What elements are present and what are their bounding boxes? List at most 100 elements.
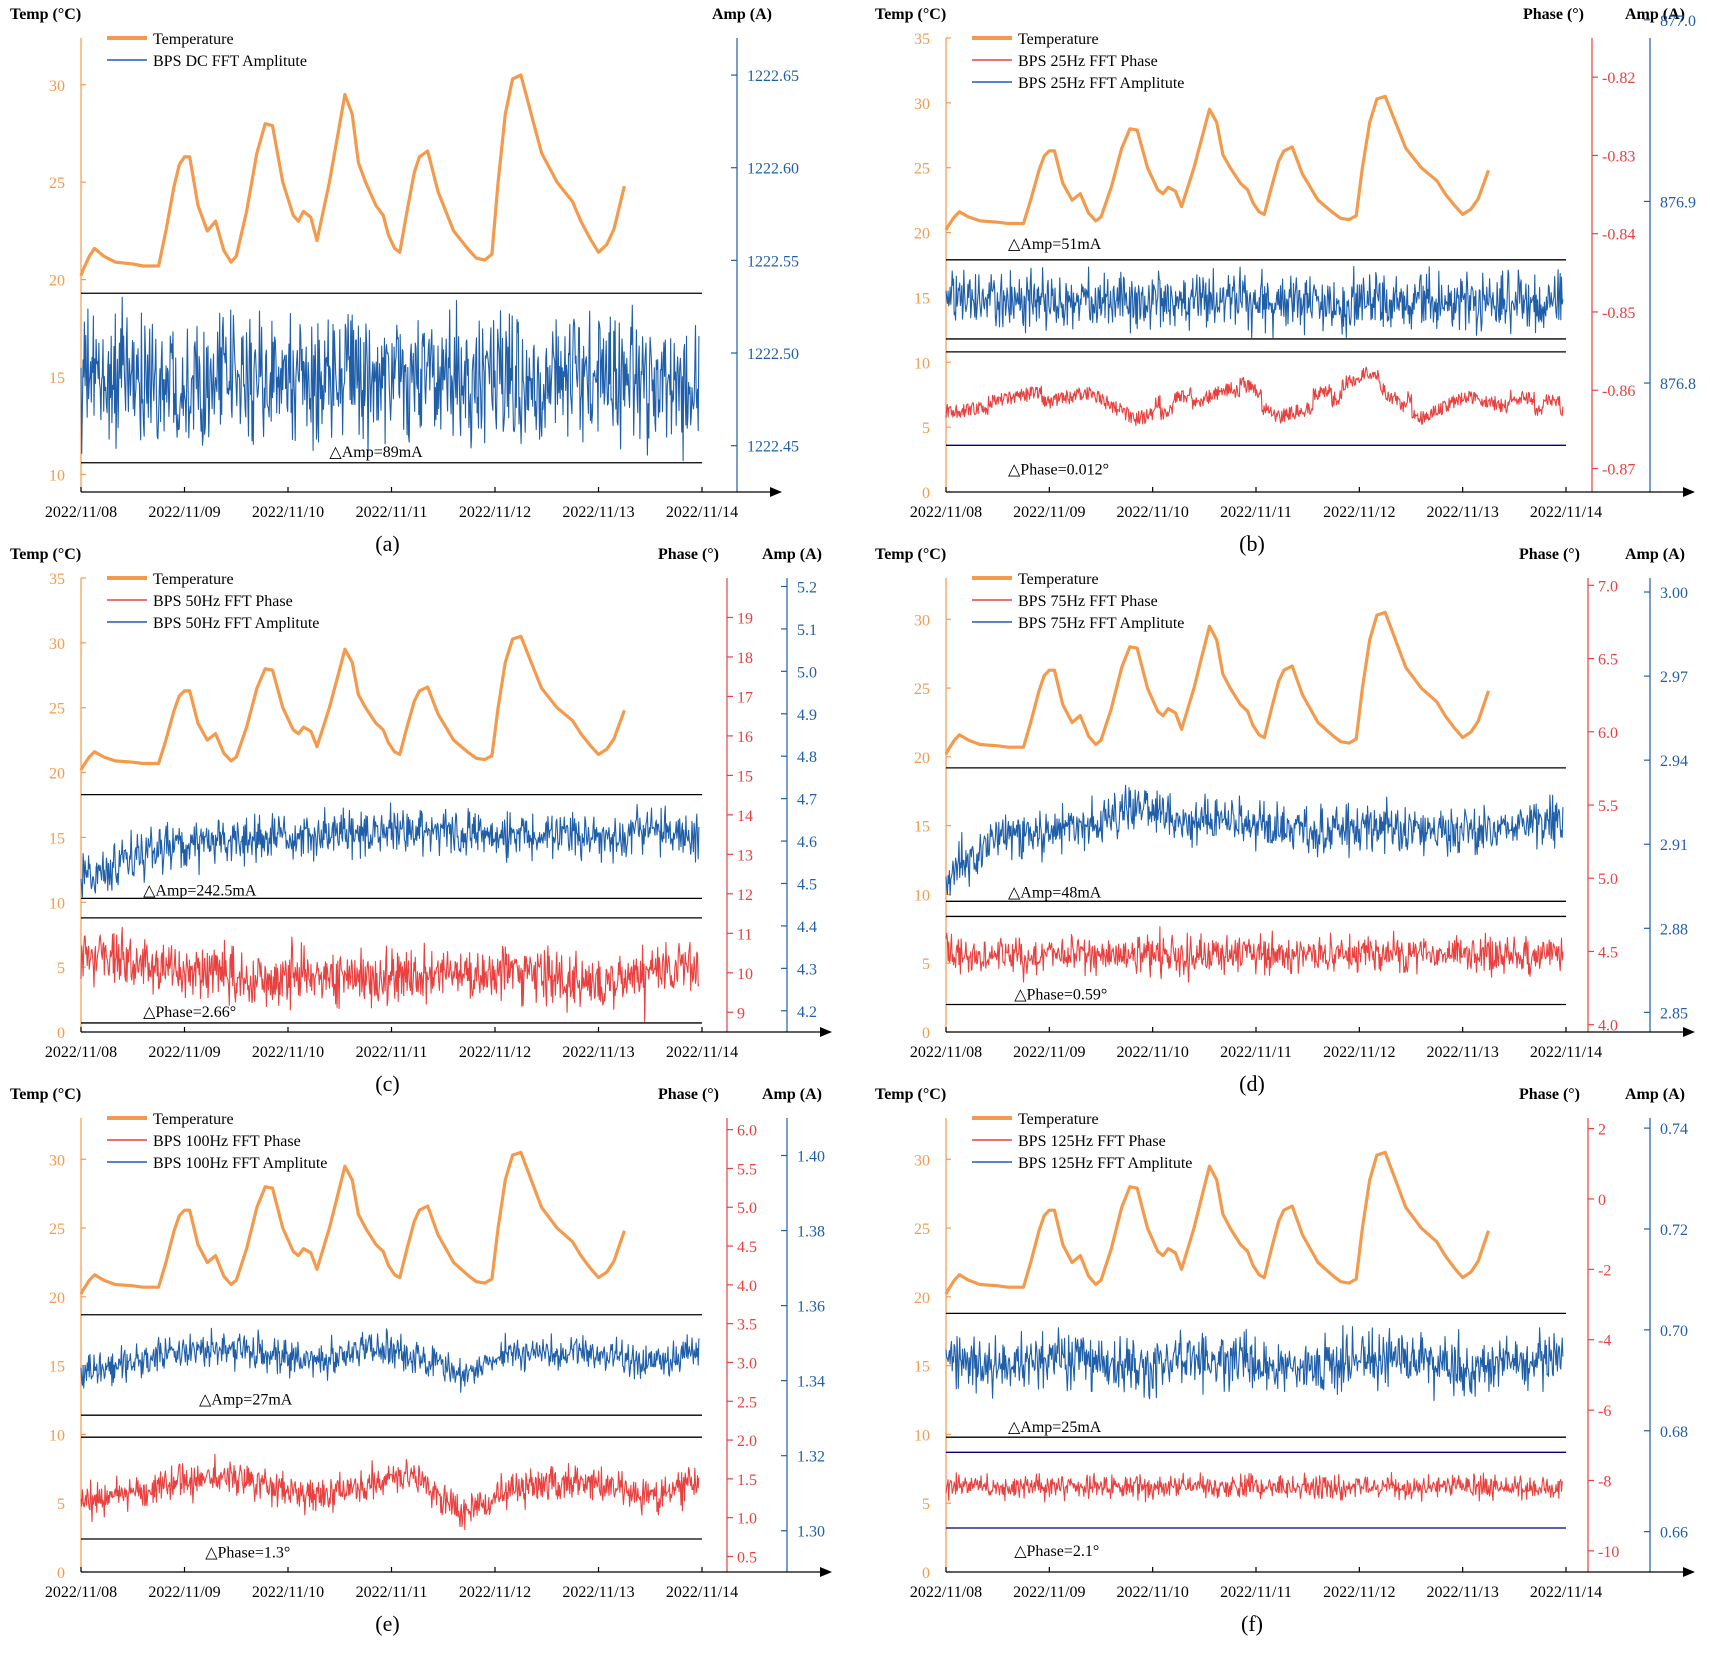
phase-tick-label: 9: [737, 1005, 745, 1022]
phase-tick-label: 1.0: [737, 1511, 757, 1528]
x-tick-label: 2022/11/11: [356, 504, 428, 521]
phase-axis-title: Phase (°): [1519, 546, 1580, 563]
amp-axis-title: Amp (A): [712, 6, 772, 23]
x-tick-label: 2022/11/08: [45, 504, 117, 521]
x-tick-label: 2022/11/09: [1013, 1584, 1085, 1601]
x-tick-label: 2022/11/13: [562, 504, 634, 521]
x-tick-label: 2022/11/10: [252, 1584, 324, 1601]
panel-caption: (d): [1239, 1071, 1265, 1096]
legend-label: BPS DC FFT Amplitute: [153, 53, 307, 70]
phase-tick-label: -0.85: [1602, 305, 1635, 322]
temp-tick-label: 15: [914, 290, 930, 307]
temp-tick-label: 25: [49, 1221, 65, 1238]
temp-tick-label: 10: [49, 895, 65, 912]
x-tick-label: 2022/11/09: [1013, 1044, 1085, 1061]
temp-tick-label: 20: [914, 750, 930, 767]
phase-tick-label: 4.5: [1598, 944, 1618, 961]
phase-tick-label: 6.0: [737, 1123, 757, 1140]
amp-tick-label: 876.9: [1660, 194, 1696, 211]
phase-tick-label: -10: [1598, 1544, 1619, 1561]
x-tick-label: 2022/11/11: [1220, 1584, 1292, 1601]
x-axis-arrow: [1683, 1567, 1695, 1577]
phase-band-series-line: [945, 926, 1564, 983]
phase-tick-label: 3.0: [737, 1355, 757, 1372]
amp-band-group: [945, 767, 1566, 902]
amp-tick-label: 1222.60: [747, 161, 799, 178]
x-tick-label: 2022/11/14: [1530, 1044, 1602, 1061]
phase-tick-label: 7.0: [1598, 578, 1618, 595]
legend-label: Temperature: [153, 571, 234, 588]
phase-tick-label: 12: [737, 887, 753, 904]
temp-axis-title: Temp (°C): [875, 546, 946, 563]
amp-tick-label: 876.8: [1660, 376, 1696, 393]
x-tick-label: 2022/11/14: [666, 504, 738, 521]
amp-tick-label: 4.4: [797, 919, 817, 936]
panel-caption: (a): [375, 531, 399, 556]
temp-tick-label: 5: [922, 956, 930, 973]
phase-tick-label: 1.5: [737, 1472, 757, 1489]
temperature-series-line: [79, 1150, 626, 1295]
legend-label: BPS 100Hz FFT Phase: [153, 1133, 301, 1150]
phase-tick-label: -0.83: [1602, 148, 1635, 165]
legend-label: BPS 25Hz FFT Amplitute: [1018, 75, 1184, 92]
temp-tick-label: 20: [49, 273, 65, 290]
temp-tick-label: 15: [49, 1359, 65, 1376]
amp-tick-label: 5.0: [797, 664, 817, 681]
amp-band-group: [80, 1314, 702, 1416]
amp-tick-label: 3.00: [1660, 585, 1688, 602]
temp-tick-label: 0: [922, 485, 930, 502]
phase-tick-label: -0.84: [1602, 227, 1635, 244]
legend-label: BPS 25Hz FFT Phase: [1018, 53, 1158, 70]
temp-axis-title: Temp (°C): [875, 6, 946, 23]
panel-caption: (b): [1239, 531, 1265, 556]
chart-panel-f: Temp (°C) Phase (°) Amp (A)051015202530-10…: [875, 1086, 1695, 1636]
temp-tick-label: 5: [922, 420, 930, 437]
amp-tick-label: 2.94: [1660, 753, 1688, 770]
x-tick-label: 2022/11/14: [1530, 504, 1602, 521]
temp-tick-label: 35: [49, 571, 65, 588]
amp-axis-title: Amp (A): [1625, 1086, 1685, 1103]
legend-label: BPS 75Hz FFT Phase: [1018, 593, 1158, 610]
x-tick-label: 2022/11/09: [1013, 504, 1085, 521]
amp-tick-label: 5.1: [797, 622, 817, 639]
temperature-series-line: [79, 73, 626, 277]
phase-tick-label: -0.87: [1602, 462, 1635, 479]
x-tick-label: 2022/11/08: [45, 1044, 117, 1061]
x-tick-label: 2022/11/10: [252, 1044, 324, 1061]
legend-label: Temperature: [1018, 571, 1099, 588]
amp-tick-label: 877.0: [1660, 13, 1696, 30]
x-axis-arrow: [820, 1567, 832, 1577]
delta-annotation: △Amp=89mA: [329, 444, 423, 461]
amp-tick-label: 1.38: [797, 1224, 825, 1241]
phase-tick-label: 0.5: [737, 1549, 757, 1566]
temp-axis-title: Temp (°C): [10, 6, 81, 23]
phase-axis-title: Phase (°): [1519, 1086, 1580, 1103]
amp-tick-label: 4.8: [797, 749, 817, 766]
x-tick-label: 2022/11/12: [459, 1584, 531, 1601]
temp-tick-label: 15: [49, 830, 65, 847]
temp-tick-label: 25: [49, 701, 65, 718]
amp-tick-label: 2.85: [1660, 1005, 1688, 1022]
amp-tick-label: 4.9: [797, 707, 817, 724]
x-tick-label: 2022/11/14: [666, 1584, 738, 1601]
phase-tick-label: -0.86: [1602, 383, 1635, 400]
x-tick-label: 2022/11/10: [1117, 504, 1189, 521]
amp-band-series-line: [80, 1327, 700, 1393]
panel-caption: (e): [375, 1611, 399, 1636]
temp-tick-label: 0: [57, 1565, 65, 1582]
legend-label: BPS 125Hz FFT Phase: [1018, 1133, 1166, 1150]
phase-band-series-line: [80, 926, 700, 1023]
amp-tick-label: 4.5: [797, 876, 817, 893]
amp-tick-label: 0.66: [1660, 1525, 1688, 1542]
temp-tick-label: 25: [914, 161, 930, 178]
amp-tick-label: 1222.55: [747, 253, 799, 270]
temp-tick-label: 25: [914, 681, 930, 698]
x-tick-label: 2022/11/12: [459, 504, 531, 521]
delta-annotation: △Phase=0.012°: [1008, 462, 1109, 479]
phase-tick-label: 2: [1598, 1122, 1606, 1139]
temp-tick-label: 5: [922, 1496, 930, 1513]
amp-band-group: [945, 259, 1566, 340]
amp-axis-title: Amp (A): [1625, 6, 1685, 23]
temp-tick-label: 10: [914, 887, 930, 904]
temp-tick-label: 30: [49, 636, 65, 653]
